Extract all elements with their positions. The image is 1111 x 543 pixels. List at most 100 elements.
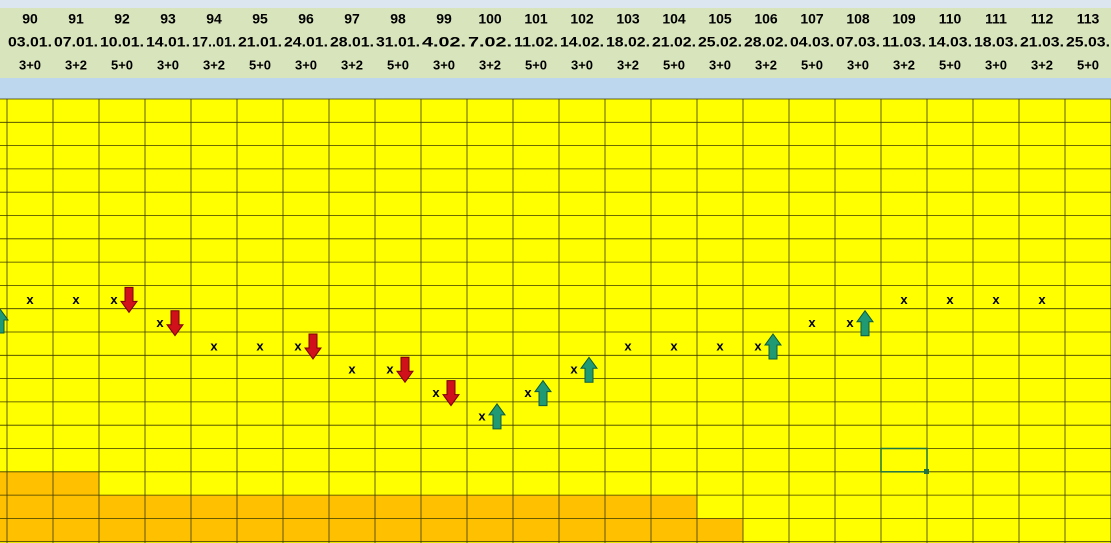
column-number: 104 [662, 11, 686, 27]
column-number: 90 [22, 11, 38, 27]
column-date: 21.01. [238, 34, 282, 50]
orange-cell [0, 518, 743, 542]
arrow-up [488, 403, 506, 430]
column-number: 112 [1031, 11, 1054, 27]
x-mark: x [846, 315, 854, 330]
arrow-down [120, 286, 138, 314]
orange-cell [0, 471, 99, 496]
yellow-area [0, 99, 1111, 543]
arrow-down [396, 356, 414, 384]
column-number: 109 [892, 11, 916, 27]
column-number: 100 [478, 11, 502, 27]
column-date: 18.03. [974, 34, 1018, 50]
column-format: 5+0 [663, 57, 685, 72]
top-strip [0, 0, 1111, 8]
column-format: 3+0 [19, 57, 41, 72]
orange-cells [0, 471, 743, 542]
column-format: 3+2 [617, 57, 639, 72]
column-date: 28.02. [744, 34, 788, 50]
x-mark: x [110, 292, 118, 307]
arrow-up [856, 309, 874, 337]
x-mark: x [294, 338, 302, 353]
x-mark: x [156, 315, 164, 330]
x-mark: x [26, 292, 34, 307]
column-format: 5+0 [939, 57, 961, 72]
column-number: 102 [570, 11, 594, 27]
column-format: 3+0 [571, 57, 593, 72]
column-format: 3+0 [433, 57, 455, 72]
column-number: 111 [985, 11, 1007, 27]
header-band [0, 8, 1111, 78]
arrow-down [304, 333, 322, 360]
arrow-up [0, 308, 9, 334]
column-number: 94 [206, 11, 222, 27]
x-mark: x [72, 292, 80, 307]
column-format: 3+0 [985, 57, 1007, 72]
column-date: 24.01. [284, 34, 328, 50]
column-format: 5+0 [801, 57, 823, 72]
x-mark: x [946, 292, 954, 307]
x-mark: x [570, 362, 578, 377]
cells: 90 03.01. 3+0 x 91 07.01. 3+2 x 92 10.01. 5+0 x 93 14… [8, 11, 1110, 430]
x-mark: x [670, 338, 678, 353]
column-date: 25.03. [1066, 34, 1110, 50]
x-mark: x [524, 385, 532, 400]
x-mark: x [716, 338, 724, 353]
column-date: 17..01. [192, 34, 236, 50]
column-date: 03.01. [8, 34, 52, 50]
fill-handle[interactable] [924, 469, 929, 474]
x-mark: x [478, 408, 486, 423]
column-number: 91 [68, 11, 84, 27]
column-number: 92 [114, 11, 130, 27]
column-format: 3+2 [203, 57, 225, 72]
orange-cell [0, 495, 697, 519]
x-mark: x [754, 338, 762, 353]
column-format: 5+0 [387, 57, 409, 72]
x-mark: x [624, 338, 632, 353]
arrow-up [534, 379, 552, 407]
column-number: 108 [846, 11, 870, 27]
column-date: 11.03. [882, 34, 926, 50]
arrow-up [580, 356, 598, 383]
column-format: 5+0 [249, 57, 271, 72]
column-date: 7.02. [468, 34, 512, 50]
column-date: 25.02. [698, 34, 742, 50]
column-date: 07.01. [54, 34, 98, 50]
arrow-down [442, 380, 460, 407]
column-date: 21.02. [652, 34, 696, 50]
grid [0, 98, 1111, 543]
x-mark: x [808, 315, 816, 330]
column-format: 5+0 [1077, 57, 1099, 72]
column-format: 3+2 [341, 57, 363, 72]
x-mark: x [210, 338, 218, 353]
x-mark: x [386, 362, 394, 377]
column-number: 95 [252, 11, 268, 27]
column-date: 4.02. [422, 34, 466, 50]
arrow-down [166, 310, 184, 337]
selected-cell[interactable] [880, 447, 928, 473]
column-format: 3+2 [65, 57, 87, 72]
column-date: 11.02. [514, 34, 558, 50]
column-date: 04.03. [790, 34, 834, 50]
column-number: 96 [298, 11, 314, 27]
blue-band [0, 78, 1111, 99]
column-number: 105 [708, 11, 732, 27]
x-mark: x [1038, 292, 1046, 307]
column-format: 3+2 [1031, 57, 1053, 72]
column-number: 113 [1077, 11, 1100, 27]
column-format: 3+2 [479, 57, 501, 72]
column-format: 3+0 [709, 57, 731, 72]
column-date: 14.01. [146, 34, 190, 50]
column-number: 93 [160, 11, 176, 27]
column-date: 14.03. [928, 34, 972, 50]
column-number: 103 [616, 11, 640, 27]
column-date: 21.03. [1020, 34, 1064, 50]
column-format: 3+0 [295, 57, 317, 72]
column-date: 28.01. [330, 34, 374, 50]
x-mark: x [432, 385, 440, 400]
column-number: 97 [344, 11, 360, 27]
column-format: 3+0 [157, 57, 179, 72]
column-date: 10.01. [100, 34, 144, 50]
column-format: 3+0 [847, 57, 869, 72]
